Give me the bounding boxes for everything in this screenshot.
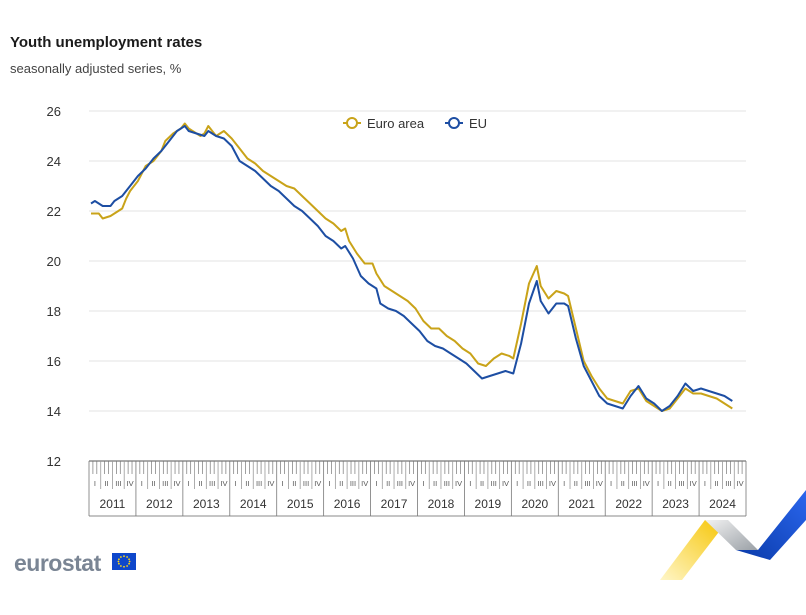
quarter-label: IV [643,479,650,488]
series-line-euro-area [91,122,733,412]
quarter-label: II [527,479,531,488]
y-tick-label: 12 [47,454,61,469]
quarter-label: II [480,479,484,488]
quarter-label: II [433,479,437,488]
quarter-label: II [292,479,296,488]
quarter-label: III [115,479,121,488]
quarter-label: III [256,479,262,488]
quarter-label: I [328,479,330,488]
year-label: 2023 [662,497,689,511]
quarter-label: III [491,479,497,488]
quarter-label: III [397,479,403,488]
quarter-label: II [621,479,625,488]
year-label: 2024 [709,497,736,511]
quarter-label: IV [408,479,415,488]
quarter-label: IV [361,479,368,488]
year-label: 2022 [615,497,642,511]
quarter-label: III [303,479,309,488]
quarter-label: II [245,479,249,488]
quarter-label: II [151,479,155,488]
year-label: 2017 [381,497,408,511]
y-tick-label: 22 [47,204,61,219]
quarter-label: II [668,479,672,488]
year-label: 2021 [568,497,595,511]
quarter-label: III [538,479,544,488]
legend-marker [448,117,460,129]
y-tick-label: 26 [47,104,61,119]
quarter-label: II [574,479,578,488]
legend-label: Euro area [367,116,425,131]
quarter-label: IV [267,479,274,488]
quarter-label: II [105,479,109,488]
quarter-label: I [516,479,518,488]
year-label: 2014 [240,497,267,511]
quarter-label: I [657,479,659,488]
quarter-label: I [282,479,284,488]
quarter-label: I [469,479,471,488]
series-line-eu [90,125,733,412]
quarter-label: IV [596,479,603,488]
quarter-label: III [631,479,637,488]
chart-subtitle: seasonally adjusted series, % [10,61,182,76]
quarter-label: IV [690,479,697,488]
quarter-label: II [339,479,343,488]
quarter-label: I [188,479,190,488]
quarter-label: IV [737,479,744,488]
quarter-label: I [563,479,565,488]
eurostat-logo: eurostat [14,550,101,576]
legend-marker [346,117,358,129]
quarter-label: III [725,479,731,488]
quarter-label: IV [502,479,509,488]
year-label: 2019 [475,497,502,511]
quarter-label: I [94,479,96,488]
quarter-label: III [350,479,356,488]
brand-chevron-graphic [660,490,806,580]
quarter-label: IV [220,479,227,488]
quarter-label: II [198,479,202,488]
y-tick-label: 18 [47,304,61,319]
quarter-label: III [584,479,590,488]
quarter-label: I [141,479,143,488]
year-label: 2016 [334,497,361,511]
legend-label: EU [469,116,487,131]
quarter-label: III [209,479,215,488]
year-label: 2015 [287,497,314,511]
quarter-label: II [715,479,719,488]
quarter-label: I [422,479,424,488]
quarter-label: IV [549,479,556,488]
quarter-label: III [162,479,168,488]
y-tick-label: 24 [47,154,61,169]
chart-title: Youth unemployment rates [10,34,203,51]
quarter-label: IV [173,479,180,488]
quarter-label: I [375,479,377,488]
quarter-label: III [678,479,684,488]
quarter-label: I [235,479,237,488]
year-label: 2020 [521,497,548,511]
quarter-label: IV [314,479,321,488]
quarter-label: IV [455,479,462,488]
y-tick-label: 20 [47,254,61,269]
year-label: 2013 [193,497,220,511]
quarter-label: I [704,479,706,488]
quarter-label: III [444,479,450,488]
y-tick-label: 16 [47,354,61,369]
year-label: 2011 [100,497,126,511]
quarter-label: II [386,479,390,488]
year-label: 2018 [428,497,455,511]
year-label: 2012 [146,497,173,511]
eu-flag-icon [112,553,136,570]
quarter-label: I [610,479,612,488]
y-tick-label: 14 [47,404,61,419]
quarter-label: IV [127,479,134,488]
